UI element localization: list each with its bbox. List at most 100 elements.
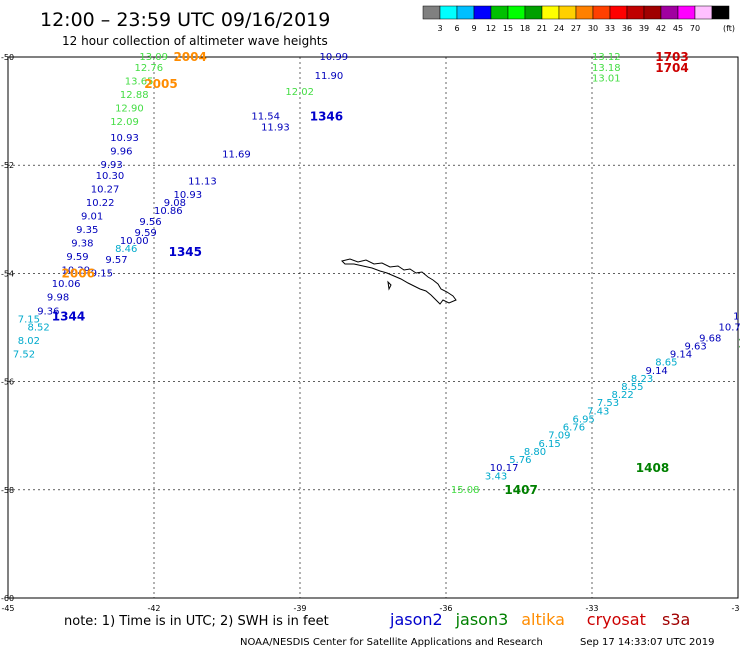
- x-tick-label: -45: [1, 604, 14, 613]
- south-georgia-island-outline: [341, 258, 457, 305]
- swh-value: 9.68: [699, 333, 721, 344]
- swh-value: 12.09: [110, 117, 139, 128]
- y-tick-label: -56: [1, 378, 14, 387]
- swh-value: 11.93: [261, 122, 290, 133]
- colorbar-swatch: [711, 5, 730, 20]
- swh-value: 9.14: [670, 350, 692, 361]
- swh-value: 13.09: [139, 52, 168, 63]
- colorbar-tick-label: 70: [690, 24, 700, 33]
- swh-value: 10.93: [110, 133, 139, 144]
- colorbar-tick-label: 15: [503, 24, 513, 33]
- swh-value: 9.63: [684, 341, 706, 352]
- swh-value: 7.43: [587, 406, 609, 417]
- colorbar-unit: (ft): [723, 24, 735, 33]
- y-tick-label: -60: [1, 594, 14, 603]
- swh-value: 11.13: [188, 176, 217, 187]
- swh-value: 9.96: [110, 147, 132, 158]
- colorbar-tick-label: 9: [471, 24, 476, 33]
- colorbar-tick-label: 18: [520, 24, 530, 33]
- swh-value: 11.69: [222, 149, 251, 160]
- swh-value: 10.30: [96, 171, 125, 182]
- y-tick-label: -52: [1, 161, 14, 170]
- x-tick-label: -33: [585, 604, 598, 613]
- colorbar-swatch: [575, 5, 594, 20]
- swh-value: 13.18: [592, 63, 621, 74]
- colorbar-swatch: [507, 5, 526, 20]
- swh-value: 7.52: [13, 350, 35, 361]
- colorbar-swatch: [609, 5, 628, 20]
- y-tick-label: -50: [1, 53, 14, 62]
- pass-number-label: 1704: [655, 61, 688, 75]
- colorbar-tick-label: 45: [673, 24, 683, 33]
- colorbar-swatch: [677, 5, 696, 20]
- swh-value: 10.73: [719, 323, 740, 334]
- colorbar-swatch: [490, 5, 509, 20]
- colorbar-swatch: [626, 5, 645, 20]
- colorbar-swatch: [694, 5, 713, 20]
- footer-note: note: 1) Time is in UTC; 2) SWH is in fe…: [64, 614, 329, 629]
- swh-value: 9.98: [47, 293, 69, 304]
- x-tick-label: -36: [439, 604, 452, 613]
- swh-value: 8.02: [18, 336, 40, 347]
- swh-value: 8.46: [115, 244, 137, 255]
- swh-value: 9.08: [164, 198, 186, 209]
- swh-value: 6.95: [573, 414, 595, 425]
- x-tick-label: -39: [293, 604, 306, 613]
- pass-number-label: 2006: [62, 266, 95, 280]
- satellite-legend: jason2 jason3 altika cryosat s3a: [389, 610, 690, 629]
- swh-value: 5.76: [509, 455, 531, 466]
- colorbar-swatch: [643, 5, 662, 20]
- swh-value: 7.09: [548, 431, 570, 442]
- swh-value: 8.55: [621, 382, 643, 393]
- satellite-legend-item: altika: [521, 610, 565, 629]
- swh-value: 15.08: [451, 485, 480, 496]
- swh-value: 9.35: [76, 225, 98, 236]
- x-tick-label: -42: [147, 604, 160, 613]
- swh-value: 10.00: [120, 236, 149, 247]
- y-tick-label: -58: [1, 486, 14, 495]
- colorbar-swatch: [422, 5, 441, 20]
- pass-number-label: 14: [738, 337, 740, 351]
- x-tick-label: -30: [731, 604, 740, 613]
- swh-value: 10.93: [173, 190, 202, 201]
- swh-value: 10.1: [733, 312, 740, 323]
- colorbar-swatch: [473, 5, 492, 20]
- colorbar-tick-label: 33: [605, 24, 615, 33]
- pass-number-label: 2004: [173, 50, 206, 64]
- swh-value: 10.27: [91, 185, 120, 196]
- swh-value: 9.14: [646, 366, 668, 377]
- swh-value: 9.01: [81, 212, 103, 223]
- swh-value: 12.90: [115, 103, 144, 114]
- swh-value: 10.17: [490, 463, 519, 474]
- swh-value: 8.65: [655, 358, 677, 369]
- colorbar-swatch: [524, 5, 543, 20]
- swh-value: 8.22: [611, 390, 633, 401]
- swh-value: 11.90: [315, 71, 344, 82]
- colorbar-tick-label: 21: [537, 24, 547, 33]
- swh-value: 10.06: [52, 279, 81, 290]
- swh-value: 8.23: [631, 374, 653, 385]
- swh-value: 10.22: [86, 198, 115, 209]
- colorbar-tick-label: 42: [656, 24, 666, 33]
- colorbar-tick-label: 27: [571, 24, 581, 33]
- swh-value: 12.76: [135, 63, 164, 74]
- swh-value: 9.93: [100, 160, 122, 171]
- swh-value: 6.15: [538, 439, 560, 450]
- footer-credit: NOAA/NESDIS Center for Satellite Applica…: [240, 637, 543, 648]
- satellite-legend-item: cryosat: [587, 610, 646, 629]
- swh-value: 13.65: [125, 76, 154, 87]
- swh-value: 12.88: [120, 90, 149, 101]
- swh-value: 8.52: [27, 323, 49, 334]
- colorbar-swatch: [660, 5, 679, 20]
- swh-value: 9.59: [66, 252, 88, 263]
- colorbar-legend: 3 6 9 12 15 18 21 24 27 30 33 36 39 42 45 70 (ft): [422, 5, 735, 33]
- swh-value: 7.15: [18, 314, 40, 325]
- pass-number-label: 1703: [655, 50, 688, 64]
- swh-value: 9.57: [105, 255, 127, 266]
- swh-value: 10.29: [62, 266, 91, 277]
- colorbar-tick-label: 12: [486, 24, 496, 33]
- swh-value: 13.12: [592, 52, 621, 63]
- colorbar-tick-label: 24: [554, 24, 564, 33]
